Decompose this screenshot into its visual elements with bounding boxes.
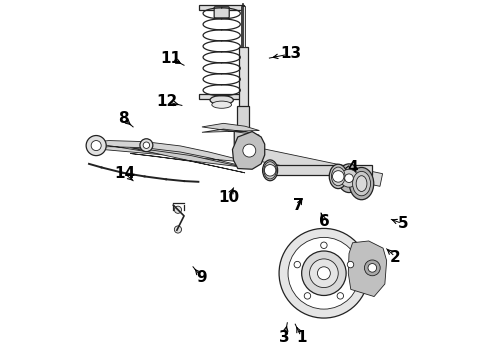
Circle shape [302, 251, 346, 296]
Bar [239, 47, 247, 108]
Circle shape [243, 144, 256, 157]
Text: 4: 4 [347, 160, 358, 175]
Ellipse shape [212, 101, 232, 108]
Text: 2: 2 [390, 249, 401, 265]
Circle shape [340, 169, 358, 187]
Polygon shape [202, 123, 259, 135]
Bar [199, 5, 244, 10]
Circle shape [143, 142, 149, 148]
Circle shape [86, 135, 106, 156]
Text: 7: 7 [293, 198, 303, 213]
Bar [265, 165, 372, 175]
Polygon shape [348, 241, 387, 297]
Circle shape [333, 171, 344, 182]
Text: 10: 10 [219, 190, 240, 205]
Ellipse shape [353, 171, 370, 196]
Ellipse shape [331, 167, 345, 186]
Ellipse shape [356, 176, 367, 192]
Circle shape [174, 206, 181, 213]
Circle shape [294, 261, 300, 268]
Text: 6: 6 [318, 214, 329, 229]
Ellipse shape [263, 160, 278, 181]
Bar [242, 6, 245, 47]
Ellipse shape [349, 167, 374, 200]
Ellipse shape [329, 164, 347, 189]
Text: 14: 14 [114, 166, 135, 181]
Ellipse shape [338, 164, 360, 193]
Circle shape [140, 139, 153, 152]
Text: 9: 9 [196, 270, 207, 285]
Bar [199, 94, 244, 99]
Circle shape [304, 293, 311, 299]
Circle shape [91, 140, 101, 150]
Circle shape [347, 261, 354, 268]
Circle shape [368, 264, 377, 272]
Text: 12: 12 [156, 94, 177, 109]
Circle shape [320, 242, 327, 248]
Ellipse shape [210, 95, 233, 104]
Text: 1: 1 [296, 330, 307, 345]
Text: 3: 3 [279, 330, 290, 345]
Bar [238, 107, 249, 134]
Circle shape [310, 259, 338, 288]
Circle shape [174, 226, 181, 233]
Text: 5: 5 [397, 216, 408, 231]
Polygon shape [232, 132, 265, 169]
Circle shape [288, 237, 360, 309]
Text: 13: 13 [280, 46, 301, 61]
FancyBboxPatch shape [214, 7, 229, 18]
Circle shape [344, 174, 353, 183]
Circle shape [337, 293, 343, 299]
Circle shape [318, 267, 330, 280]
Polygon shape [91, 140, 245, 167]
FancyBboxPatch shape [234, 130, 252, 146]
Polygon shape [260, 149, 383, 186]
Text: 8: 8 [118, 111, 128, 126]
Polygon shape [130, 148, 245, 173]
Text: 11: 11 [160, 50, 181, 66]
Circle shape [365, 260, 380, 276]
Circle shape [265, 165, 276, 176]
Circle shape [279, 228, 368, 318]
